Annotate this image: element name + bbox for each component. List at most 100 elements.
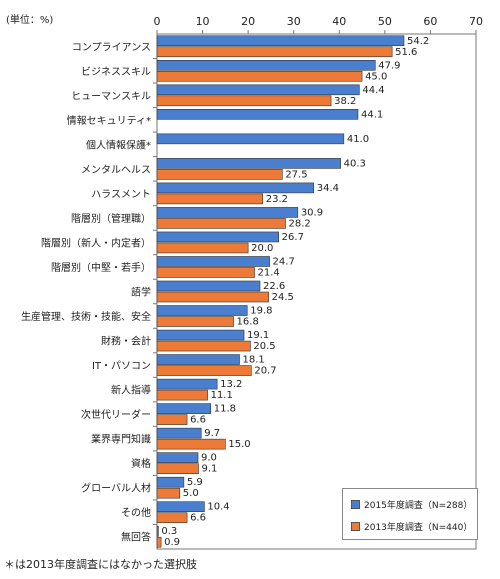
bar-2015 (156, 84, 360, 96)
data-label-2013: 20.5 (253, 341, 275, 352)
unit-label: (単位：%) (6, 15, 54, 26)
data-label-2013: 6.6 (190, 415, 206, 426)
category-label: 財務・会計 (101, 335, 151, 348)
data-label-2013: 5.0 (183, 488, 199, 499)
data-label-2013: 24.5 (272, 292, 294, 303)
bar-2013 (156, 365, 252, 376)
bar-2015 (156, 378, 218, 390)
category-label: 無回答 (121, 531, 151, 544)
data-label-2013: 23.2 (266, 194, 288, 205)
data-label-2013: 16.8 (237, 317, 259, 328)
category-label: ハラスメント (91, 188, 151, 200)
bar-2015 (156, 182, 315, 194)
bar-2013 (156, 193, 264, 205)
legend-swatch-2013 (351, 522, 360, 531)
data-label-2015: 18.1 (242, 355, 264, 366)
data-label-2013: 45.0 (365, 71, 387, 82)
category-label: 階層別（新人・内定者） (41, 236, 151, 249)
bar-2015 (156, 133, 345, 145)
bar-2013 (156, 487, 181, 499)
bar-2015 (156, 158, 341, 169)
bar-2013 (156, 70, 363, 82)
data-label-2015: 13.2 (220, 379, 242, 390)
bar-2015 (156, 305, 248, 316)
plot-area (156, 33, 477, 550)
bar-2013 (156, 291, 269, 303)
data-label-2015: 34.4 (317, 183, 339, 194)
data-label-2015: 40.3 (344, 158, 366, 169)
bar-2015 (156, 207, 299, 218)
data-label-2015: 41.0 (347, 134, 369, 145)
data-label-2013: 28.2 (289, 218, 311, 229)
bar-2013 (156, 218, 286, 229)
data-label-2013: 20.7 (254, 366, 276, 377)
data-label-2015: 9.0 (201, 453, 217, 464)
data-label-2015: 26.7 (282, 232, 304, 243)
bar-2013 (156, 242, 249, 254)
category-label: コンプライアンス (72, 41, 151, 53)
legend-item-2015: 2015年度調査（N=288） (351, 498, 472, 511)
bar-2013 (156, 267, 255, 278)
data-label-2015: 10.4 (207, 502, 229, 513)
data-label-2013: 21.4 (258, 267, 280, 278)
data-label-2015: 44.4 (362, 85, 384, 96)
data-label-2013: 38.2 (334, 96, 356, 107)
bar-2013 (156, 536, 162, 548)
data-label-2015: 0.3 (161, 526, 177, 537)
bar-2015 (156, 35, 405, 47)
data-label-2013: 27.5 (285, 169, 307, 180)
data-label-2015: 44.1 (361, 109, 383, 120)
category-label: メンタルヘルス (81, 164, 151, 176)
bar-2015 (156, 403, 212, 414)
bar-2013 (156, 316, 234, 327)
data-label-2015: 47.9 (378, 60, 400, 71)
bar-2013 (156, 512, 188, 524)
data-label-2015: 24.7 (273, 256, 295, 267)
category-label: その他 (121, 506, 151, 519)
legend: 2015年度調査（N=288） 2013年度調査（N=440） (342, 488, 478, 540)
data-label-2015: 19.8 (250, 306, 272, 317)
bar-2015 (156, 525, 159, 537)
bar-2013 (156, 169, 283, 180)
data-label-2015: 11.8 (214, 404, 236, 415)
category-label: グローバル人材 (81, 482, 151, 495)
data-label-2015: 22.6 (263, 281, 285, 292)
category-label: 情報セキュリティ* (67, 114, 151, 127)
category-label: 生産管理、技術・技能、安全 (21, 310, 151, 323)
x-tick-label: 50 (378, 15, 392, 28)
bar-2015 (156, 280, 261, 292)
data-label-2015: 5.9 (187, 477, 203, 488)
bar-2015 (156, 256, 270, 267)
category-label: 個人情報保護* (86, 138, 151, 151)
legend-label-2013: 2013年度調査（N=440） (364, 523, 473, 533)
x-tick-label: 0 (154, 15, 161, 28)
bar-2015 (156, 452, 199, 463)
category-label: 新人指導 (111, 384, 151, 397)
bar-2013 (156, 95, 332, 107)
bar-2013 (156, 414, 188, 425)
category-label: 資格 (131, 457, 151, 470)
x-tick-label: 60 (423, 15, 437, 28)
data-label-2013: 6.6 (190, 513, 206, 524)
category-label: ビジネススキル (81, 66, 151, 78)
bar-2015 (156, 59, 376, 71)
x-tick-label: 20 (241, 15, 255, 28)
legend-item-2013: 2013年度調査（N=440） (351, 520, 472, 533)
category-label: 次世代リーダー (81, 408, 151, 421)
data-label-2013: 15.0 (228, 439, 250, 450)
category-label: 語学 (131, 286, 151, 299)
data-label-2013: 9.1 (201, 464, 217, 475)
data-label-2015: 30.9 (301, 207, 323, 218)
data-label-2015: 9.7 (204, 428, 220, 439)
data-label-2015: 19.1 (247, 330, 269, 341)
legend-swatch-2015 (351, 500, 360, 509)
category-label: 業界専門知識 (91, 433, 151, 446)
data-label-2013: 11.1 (211, 390, 233, 401)
bar-2015 (156, 427, 202, 439)
data-label-2015: 54.2 (407, 36, 429, 47)
bar-2013 (156, 340, 251, 352)
category-label: 階層別（中堅・若手） (51, 261, 151, 274)
bar-2015 (156, 329, 245, 341)
data-label-2013: 51.6 (395, 47, 417, 58)
